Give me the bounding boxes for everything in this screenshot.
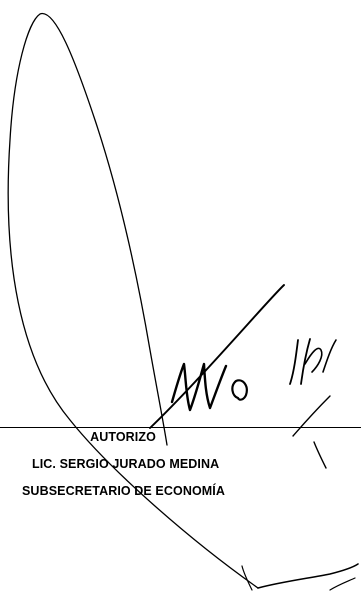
signatory-title: SUBSECRETARIO DE ECONOMÍA: [22, 484, 225, 498]
authorization-caption: AUTORIZO: [90, 430, 156, 444]
signatory-name: LIC. SERGIO JURADO MEDINA: [32, 457, 220, 471]
signature-line: [0, 427, 361, 428]
